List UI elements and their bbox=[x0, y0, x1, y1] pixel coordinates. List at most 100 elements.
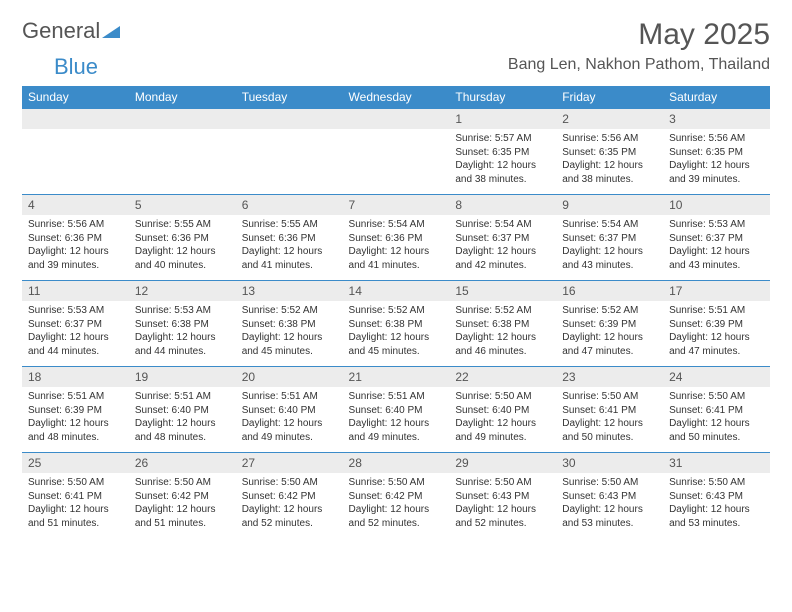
daylight-text-2: and 38 minutes. bbox=[562, 173, 657, 187]
calendar-cell: 23Sunrise: 5:50 AMSunset: 6:41 PMDayligh… bbox=[556, 367, 663, 453]
daylight-text-2: and 39 minutes. bbox=[669, 173, 764, 187]
daylight-text-1: Daylight: 12 hours bbox=[455, 245, 550, 259]
month-title: May 2025 bbox=[508, 18, 770, 52]
weekday-header: Wednesday bbox=[343, 86, 450, 109]
weekday-header: Monday bbox=[129, 86, 236, 109]
day-number: 4 bbox=[22, 195, 129, 215]
daylight-text-2: and 52 minutes. bbox=[242, 517, 337, 531]
daylight-text-2: and 47 minutes. bbox=[562, 345, 657, 359]
calendar-cell: 2Sunrise: 5:56 AMSunset: 6:35 PMDaylight… bbox=[556, 109, 663, 195]
calendar-table: SundayMondayTuesdayWednesdayThursdayFrid… bbox=[22, 86, 770, 538]
calendar-cell-empty bbox=[22, 109, 129, 195]
day-number: 17 bbox=[663, 281, 770, 301]
calendar-cell: 14Sunrise: 5:52 AMSunset: 6:38 PMDayligh… bbox=[343, 281, 450, 367]
daylight-text-2: and 38 minutes. bbox=[455, 173, 550, 187]
day-number: 5 bbox=[129, 195, 236, 215]
day-number: 20 bbox=[236, 367, 343, 387]
daylight-text-2: and 44 minutes. bbox=[28, 345, 123, 359]
logo-triangle-icon bbox=[102, 24, 120, 38]
day-number bbox=[343, 109, 450, 129]
daylight-text-1: Daylight: 12 hours bbox=[562, 417, 657, 431]
sunset-text: Sunset: 6:42 PM bbox=[135, 490, 230, 504]
day-number: 9 bbox=[556, 195, 663, 215]
daylight-text-1: Daylight: 12 hours bbox=[562, 331, 657, 345]
sunrise-text: Sunrise: 5:50 AM bbox=[349, 476, 444, 490]
calendar-body: 1Sunrise: 5:57 AMSunset: 6:35 PMDaylight… bbox=[22, 109, 770, 539]
day-number: 11 bbox=[22, 281, 129, 301]
sunrise-text: Sunrise: 5:54 AM bbox=[562, 218, 657, 232]
day-number: 25 bbox=[22, 453, 129, 473]
day-details: Sunrise: 5:50 AMSunset: 6:40 PMDaylight:… bbox=[449, 387, 556, 452]
day-number: 3 bbox=[663, 109, 770, 129]
calendar-header: SundayMondayTuesdayWednesdayThursdayFrid… bbox=[22, 86, 770, 109]
calendar-cell: 18Sunrise: 5:51 AMSunset: 6:39 PMDayligh… bbox=[22, 367, 129, 453]
sunrise-text: Sunrise: 5:50 AM bbox=[242, 476, 337, 490]
calendar-page: General May 2025 Bang Len, Nakhon Pathom… bbox=[0, 0, 792, 550]
day-details: Sunrise: 5:56 AMSunset: 6:35 PMDaylight:… bbox=[663, 129, 770, 194]
calendar-week-row: 4Sunrise: 5:56 AMSunset: 6:36 PMDaylight… bbox=[22, 195, 770, 281]
calendar-week-row: 18Sunrise: 5:51 AMSunset: 6:39 PMDayligh… bbox=[22, 367, 770, 453]
sunrise-text: Sunrise: 5:50 AM bbox=[562, 476, 657, 490]
day-number: 22 bbox=[449, 367, 556, 387]
daylight-text-2: and 53 minutes. bbox=[562, 517, 657, 531]
weekday-row: SundayMondayTuesdayWednesdayThursdayFrid… bbox=[22, 86, 770, 109]
calendar-cell: 9Sunrise: 5:54 AMSunset: 6:37 PMDaylight… bbox=[556, 195, 663, 281]
sunset-text: Sunset: 6:36 PM bbox=[135, 232, 230, 246]
sunrise-text: Sunrise: 5:56 AM bbox=[562, 132, 657, 146]
daylight-text-2: and 53 minutes. bbox=[669, 517, 764, 531]
day-details: Sunrise: 5:50 AMSunset: 6:42 PMDaylight:… bbox=[343, 473, 450, 538]
calendar-cell: 1Sunrise: 5:57 AMSunset: 6:35 PMDaylight… bbox=[449, 109, 556, 195]
calendar-cell: 28Sunrise: 5:50 AMSunset: 6:42 PMDayligh… bbox=[343, 453, 450, 539]
day-number bbox=[129, 109, 236, 129]
sunset-text: Sunset: 6:35 PM bbox=[669, 146, 764, 160]
daylight-text-2: and 49 minutes. bbox=[242, 431, 337, 445]
sunrise-text: Sunrise: 5:54 AM bbox=[455, 218, 550, 232]
day-number: 21 bbox=[343, 367, 450, 387]
sunrise-text: Sunrise: 5:55 AM bbox=[135, 218, 230, 232]
calendar-cell: 5 Sunrise: 5:55 AMSunset: 6:36 PMDaylight… bbox=[129, 195, 236, 281]
calendar-cell: 30Sunrise: 5:50 AMSunset: 6:43 PMDayligh… bbox=[556, 453, 663, 539]
calendar-week-row: 25Sunrise: 5:50 AMSunset: 6:41 PMDayligh… bbox=[22, 453, 770, 539]
calendar-cell: 25Sunrise: 5:50 AMSunset: 6:41 PMDayligh… bbox=[22, 453, 129, 539]
daylight-text-1: Daylight: 12 hours bbox=[349, 503, 444, 517]
daylight-text-1: Daylight: 12 hours bbox=[135, 245, 230, 259]
daylight-text-1: Daylight: 12 hours bbox=[562, 245, 657, 259]
sunrise-text: Sunrise: 5:50 AM bbox=[455, 476, 550, 490]
calendar-cell: 13Sunrise: 5:52 AMSunset: 6:38 PMDayligh… bbox=[236, 281, 343, 367]
calendar-cell: 27Sunrise: 5:50 AMSunset: 6:42 PMDayligh… bbox=[236, 453, 343, 539]
calendar-cell: 24Sunrise: 5:50 AMSunset: 6:41 PMDayligh… bbox=[663, 367, 770, 453]
daylight-text-1: Daylight: 12 hours bbox=[28, 331, 123, 345]
weekday-header: Sunday bbox=[22, 86, 129, 109]
logo: General bbox=[22, 18, 122, 44]
calendar-week-row: 11Sunrise: 5:53 AMSunset: 6:37 PMDayligh… bbox=[22, 281, 770, 367]
daylight-text-1: Daylight: 12 hours bbox=[349, 245, 444, 259]
daylight-text-1: Daylight: 12 hours bbox=[669, 417, 764, 431]
daylight-text-1: Daylight: 12 hours bbox=[349, 417, 444, 431]
day-number bbox=[22, 109, 129, 129]
day-details: Sunrise: 5:50 AMSunset: 6:41 PMDaylight:… bbox=[663, 387, 770, 452]
sunrise-text: Sunrise: 5:51 AM bbox=[349, 390, 444, 404]
daylight-text-1: Daylight: 12 hours bbox=[562, 159, 657, 173]
sunset-text: Sunset: 6:43 PM bbox=[455, 490, 550, 504]
daylight-text-1: Daylight: 12 hours bbox=[242, 417, 337, 431]
daylight-text-1: Daylight: 12 hours bbox=[669, 331, 764, 345]
daylight-text-2: and 43 minutes. bbox=[562, 259, 657, 273]
day-number: 27 bbox=[236, 453, 343, 473]
sunset-text: Sunset: 6:40 PM bbox=[455, 404, 550, 418]
sunset-text: Sunset: 6:36 PM bbox=[349, 232, 444, 246]
daylight-text-2: and 49 minutes. bbox=[455, 431, 550, 445]
daylight-text-2: and 50 minutes. bbox=[669, 431, 764, 445]
sunrise-text: Sunrise: 5:53 AM bbox=[669, 218, 764, 232]
sunrise-text: Sunrise: 5:53 AM bbox=[135, 304, 230, 318]
daylight-text-1: Daylight: 12 hours bbox=[669, 245, 764, 259]
day-number: 14 bbox=[343, 281, 450, 301]
day-number: 6 bbox=[236, 195, 343, 215]
calendar-cell-empty bbox=[343, 109, 450, 195]
daylight-text-1: Daylight: 12 hours bbox=[455, 331, 550, 345]
day-number: 1 bbox=[449, 109, 556, 129]
sunset-text: Sunset: 6:38 PM bbox=[135, 318, 230, 332]
sunset-text: Sunset: 6:39 PM bbox=[669, 318, 764, 332]
sunrise-text: Sunrise: 5:50 AM bbox=[562, 390, 657, 404]
calendar-cell-empty bbox=[236, 109, 343, 195]
daylight-text-1: Daylight: 12 hours bbox=[455, 503, 550, 517]
